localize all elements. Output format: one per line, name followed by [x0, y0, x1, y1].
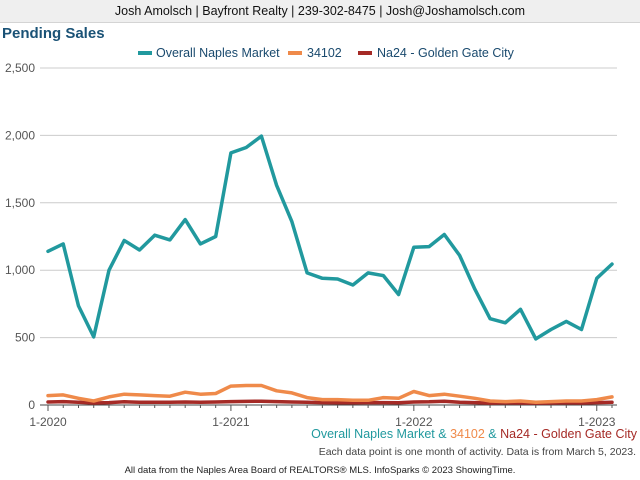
footnote-separator: &	[434, 427, 451, 441]
footnote-series-3: Na24 - Golden Gate City	[500, 427, 637, 441]
series-footnote: Overall Naples Market & 34102 & Na24 - G…	[311, 427, 637, 441]
x-tick-label: 1-2020	[29, 415, 67, 429]
x-tick-label: 1-2021	[212, 415, 250, 429]
footnote-separator: &	[484, 427, 501, 441]
footnote-series-2: 34102	[450, 427, 485, 441]
y-tick-label: 0	[28, 398, 35, 412]
contact-line: Josh Amolsch | Bayfront Realty | 239-302…	[114, 4, 526, 18]
contact-header: Josh Amolsch | Bayfront Realty | 239-302…	[0, 0, 640, 23]
data-info-note: Each data point is one month of activity…	[318, 446, 636, 458]
legend-label-1: Overall Naples Market	[156, 46, 280, 60]
x-tick-label: 1-2023	[578, 415, 616, 429]
legend-label-3: Na24 - Golden Gate City	[377, 46, 515, 60]
series-line-1	[46, 134, 614, 341]
series-line-3	[46, 399, 614, 405]
series-line-2	[46, 383, 614, 405]
y-tick-label: 2,500	[5, 61, 35, 75]
y-tick-label: 500	[15, 331, 35, 345]
legend-label-2: 34102	[307, 46, 342, 60]
footnote-series-1: Overall Naples Market	[311, 427, 435, 441]
x-tick-label: 1-2022	[395, 415, 433, 429]
y-tick-label: 1,000	[5, 263, 35, 277]
data-credit: All data from the Naples Area Board of R…	[124, 465, 516, 476]
y-tick-label: 1,500	[5, 196, 35, 210]
chart-title: Pending Sales	[2, 25, 105, 42]
y-tick-label: 2,000	[5, 128, 35, 142]
